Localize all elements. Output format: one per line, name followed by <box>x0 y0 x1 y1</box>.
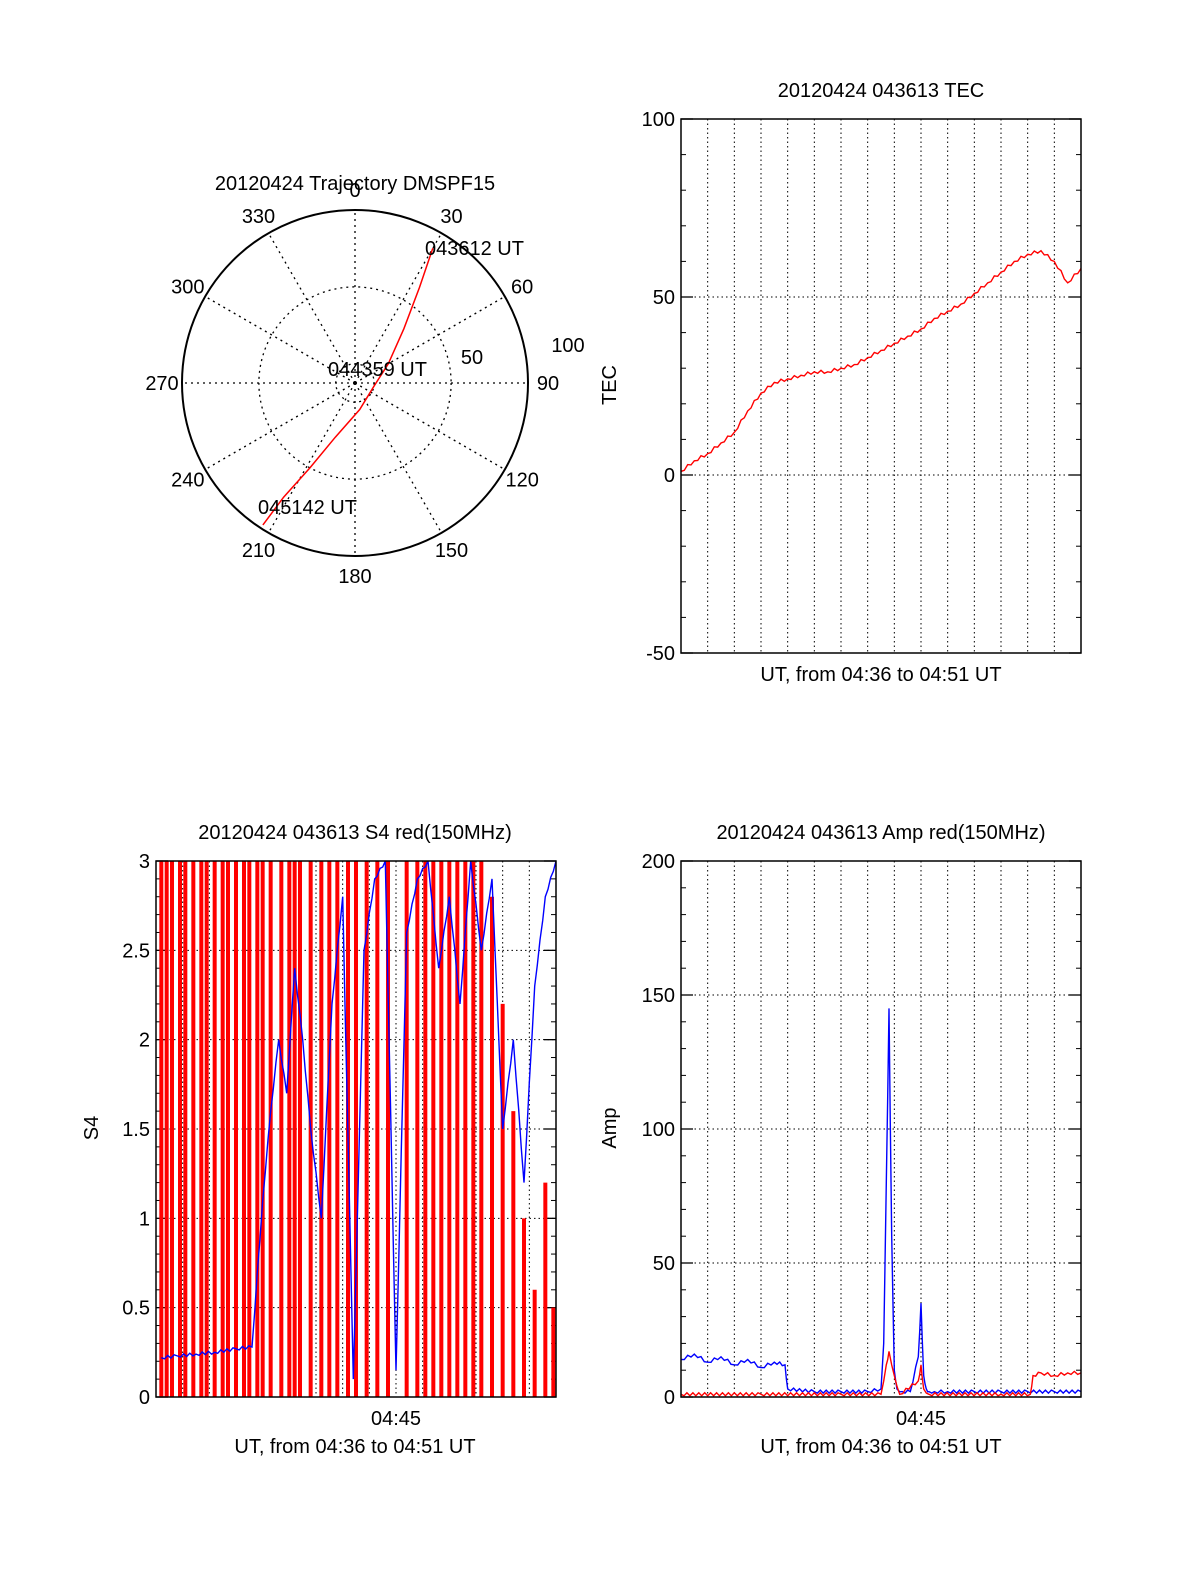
ytick-label-50: 50 <box>653 287 675 309</box>
xtick-label-04:45: 04:45 <box>896 1408 946 1430</box>
plot-frame <box>680 860 1082 1398</box>
polar-spoke-210 <box>267 382 356 534</box>
tec-xlabel: UT, from 04:36 to 04:51 UT <box>760 664 1001 686</box>
polar-outer-circle <box>181 209 529 557</box>
amp-panel: 20120424 043613 Amp red(150MHz) 0 50 100 15… <box>599 822 1082 1458</box>
radial-tick-100: 100 <box>551 335 584 357</box>
tec-ylabel: TEC <box>599 365 621 405</box>
ytick-label-100: 100 <box>642 109 675 131</box>
ytick-label-0: 0 <box>664 1387 675 1409</box>
series-group <box>681 249 1081 473</box>
polar-grid <box>181 209 529 557</box>
radial-tick-50: 50 <box>461 347 483 369</box>
trajectory-track <box>262 247 434 526</box>
ytick-label-2.5: 2.5 <box>122 940 150 962</box>
amp-xlabel: UT, from 04:36 to 04:51 UT <box>760 1436 1001 1458</box>
polar-angle-label-120: 120 <box>505 470 538 492</box>
polar-angle-label-300: 300 <box>171 277 204 299</box>
ytick-label-1.5: 1.5 <box>122 1119 150 1141</box>
polar-spoke-240 <box>204 382 356 471</box>
trajectory-line <box>262 247 434 526</box>
ytick-label-0: 0 <box>139 1387 150 1409</box>
polar-angle-label-150: 150 <box>435 540 468 562</box>
polar-angle-labels: 0 30 60 90 120 150 180 210 240 270 300 330 <box>145 180 559 588</box>
amp-title: 20120424 043613 Amp red(150MHz) <box>716 822 1045 844</box>
polar-spoke-330 <box>267 232 356 384</box>
polar-angle-label-30: 30 <box>440 206 462 228</box>
tec-title: 20120424 043613 TEC <box>778 80 984 102</box>
series-blue-line <box>681 1008 1081 1395</box>
polar-angle-label-210: 210 <box>242 540 275 562</box>
track-end-label: 045142 UT <box>258 497 357 519</box>
series-group <box>681 1008 1081 1397</box>
polar-angle-label-180: 180 <box>338 566 371 588</box>
ytick-label--50: -50 <box>646 643 675 665</box>
s4-xlabel: UT, from 04:36 to 04:51 UT <box>234 1436 475 1458</box>
polar-angle-label-270: 270 <box>145 373 178 395</box>
series-red-line <box>681 1351 1081 1397</box>
ytick-label-50: 50 <box>653 1253 675 1275</box>
polar-angle-label-60: 60 <box>511 277 533 299</box>
amp-plot-area: 0 50 100 150 200 04:45 <box>642 851 1082 1430</box>
polar-angle-label-240: 240 <box>171 470 204 492</box>
track-start-label: 043612 UT <box>425 238 524 260</box>
series-red-line <box>681 249 1081 473</box>
polar-spoke-300 <box>204 295 356 384</box>
track-mid-label: 044359 UT <box>328 359 427 381</box>
amp-ylabel: Amp <box>599 1107 621 1148</box>
s4-ylabel: S4 <box>81 1116 103 1140</box>
polar-angle-label-0: 0 <box>349 180 360 202</box>
polar-angle-label-330: 330 <box>242 206 275 228</box>
ytick-label-3: 3 <box>139 851 150 873</box>
ytick-label-2: 2 <box>139 1030 150 1052</box>
ytick-label-1: 1 <box>139 1208 150 1230</box>
s4-title: 20120424 043613 S4 red(150MHz) <box>198 822 512 844</box>
ytick-label-0: 0 <box>664 465 675 487</box>
polar-spoke-30 <box>354 232 443 384</box>
tec-plot-area: -50 0 50 100 <box>642 109 1082 665</box>
polar-spoke-150 <box>354 382 443 534</box>
s4-plot-area: 0 0.5 1 1.5 2 2.5 3 04:45 <box>122 851 557 1430</box>
xtick-label-04:45: 04:45 <box>371 1408 421 1430</box>
plot-frame <box>680 118 1082 654</box>
ytick-label-150: 150 <box>642 985 675 1007</box>
tec-panel: 20120424 043613 TEC -50 0 50 100 TEC UT, fr… <box>599 80 1082 686</box>
series-group <box>159 861 556 1397</box>
polar-angle-label-90: 90 <box>537 373 559 395</box>
trajectory-polar-plot: 20120424 Trajectory DMSPF15 0 30 60 90 120 15… <box>145 173 584 588</box>
polar-spoke-120 <box>354 382 506 471</box>
plot-frame <box>155 860 557 1398</box>
ytick-label-0.5: 0.5 <box>122 1298 150 1320</box>
series-blue-line <box>161 861 556 1380</box>
polar-spoke-60 <box>354 295 506 384</box>
ytick-label-200: 200 <box>642 851 675 873</box>
ytick-label-100: 100 <box>642 1119 675 1141</box>
trajectory-title: 20120424 Trajectory DMSPF15 <box>215 173 495 195</box>
s4-panel: 20120424 043613 S4 red(150MHz) 0 0.5 1 1.5 2… <box>81 822 557 1458</box>
